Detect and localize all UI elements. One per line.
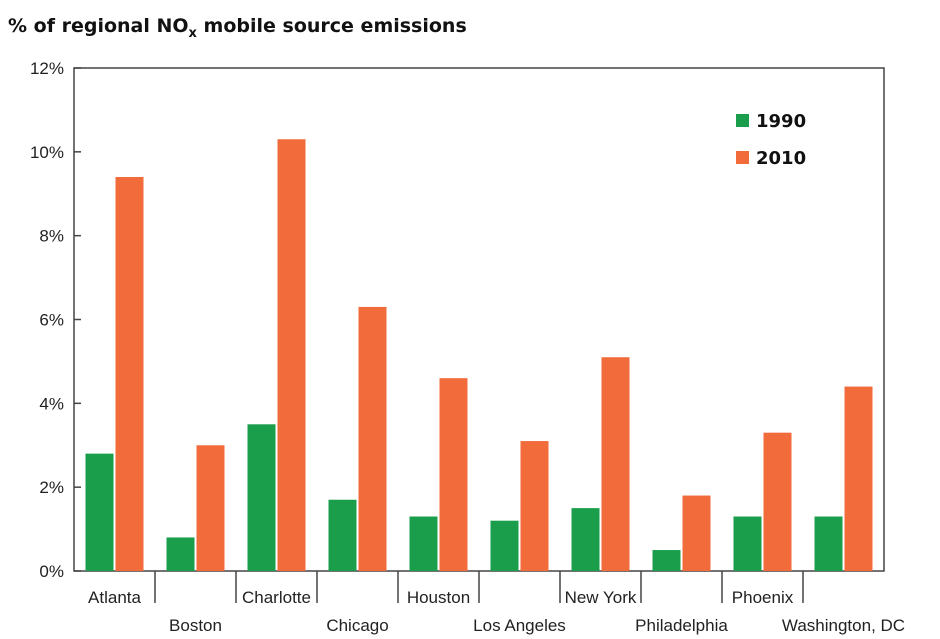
- x-category-label: Boston: [169, 616, 222, 635]
- bar-1990-washington-dc: [814, 516, 843, 571]
- legend-label-1990: 1990: [756, 111, 806, 132]
- plot-frame: [73, 67, 885, 572]
- bar-1990-charlotte: [247, 424, 276, 571]
- bar-1990-los-angeles: [490, 520, 519, 571]
- bar-2010-new-york: [601, 357, 630, 571]
- bar-1990-boston: [166, 537, 195, 571]
- x-category-label: Philadelphia: [635, 616, 728, 635]
- y-tick-label: 0%: [39, 562, 64, 581]
- bar-2010-boston: [196, 445, 225, 571]
- legend-swatch-1990: [736, 114, 749, 127]
- y-tick-label: 2%: [39, 478, 64, 497]
- axis-layer: 0% 2% 4% 6% 8% 10% 12%: [30, 59, 885, 603]
- x-category-label: Los Angeles: [473, 616, 566, 635]
- y-tick-label: 12%: [30, 59, 64, 78]
- bar-2010-los-angeles: [520, 441, 549, 571]
- chart-title: % of regional NOx mobile source emission…: [8, 15, 467, 41]
- bar-1990-chicago: [328, 499, 357, 571]
- bar-1990-houston: [409, 516, 438, 571]
- bar-2010-charlotte: [277, 139, 306, 571]
- legend: 1990 2010: [736, 111, 806, 169]
- bar-1990-phoenix: [733, 516, 762, 571]
- y-tick-label: 6%: [39, 311, 64, 330]
- y-tick-label: 4%: [39, 394, 64, 413]
- bar-2010-philadelphia: [682, 495, 711, 571]
- bars-layer: [85, 139, 873, 571]
- x-category-label: Atlanta: [88, 588, 141, 607]
- bar-2010-chicago: [358, 306, 387, 571]
- bar-2010-houston: [439, 378, 468, 571]
- bar-2010-washington-dc: [844, 386, 873, 571]
- x-category-label: Houston: [407, 588, 470, 607]
- y-tick-label: 8%: [39, 227, 64, 246]
- bar-2010-phoenix: [763, 432, 792, 571]
- x-category-label: Washington, DC: [782, 616, 905, 635]
- y-tick-label: 10%: [30, 143, 64, 162]
- x-category-label: Chicago: [326, 616, 388, 635]
- category-labels: Atlanta Boston Charlotte Chicago HoustonLos …: [88, 588, 905, 635]
- legend-label-2010: 2010: [756, 148, 806, 169]
- x-category-label: Charlotte: [242, 588, 311, 607]
- bar-1990-philadelphia: [652, 550, 681, 571]
- bar-2010-atlanta: [115, 176, 144, 571]
- bar-1990-atlanta: [85, 453, 114, 571]
- bar-1990-new-york: [571, 508, 600, 571]
- legend-swatch-2010: [736, 151, 749, 164]
- x-category-label: Phoenix: [732, 588, 794, 607]
- x-category-label: New York: [565, 588, 637, 607]
